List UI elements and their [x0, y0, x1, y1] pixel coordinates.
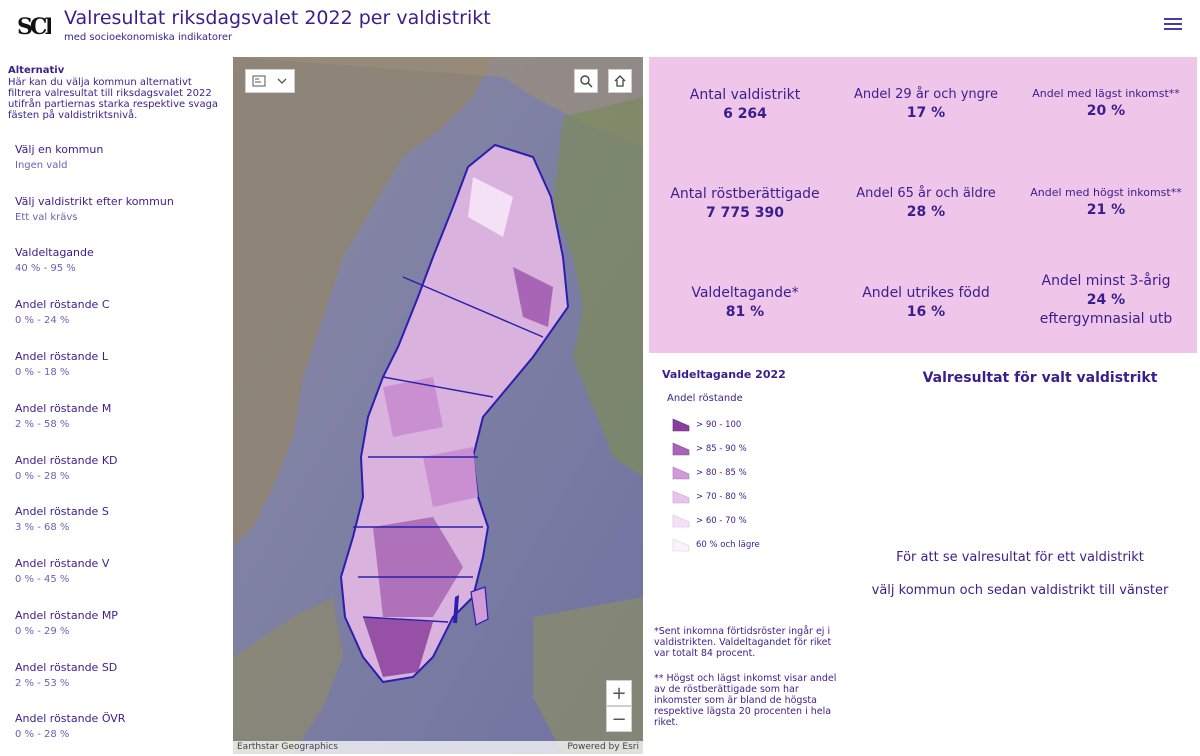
legend-swatch-icon [672, 418, 690, 432]
map-attribution: Earthstar Geographics Powered by Esri [233, 741, 643, 754]
stat-antal-valdistrikt: Antal valdistrikt 6 264 [689, 87, 801, 122]
stat-andel-29: Andel 29 år och yngre 17 % [854, 87, 998, 121]
home-icon [614, 75, 626, 87]
stat-andel-65: Andel 65 år och äldre 28 % [856, 186, 996, 220]
results-message-line1: För att se valresultat för ett valdistri… [896, 550, 1144, 565]
footnotes: *Sent inkomna förtidsröster ingår ej i v… [654, 626, 844, 728]
filter-valdeltagande[interactable]: Valdeltagande 40 % - 95 % [15, 246, 94, 274]
filter-andel-sd[interactable]: Andel röstande SD 2 % - 53 % [15, 661, 118, 689]
page-subtitle: med socioekonomiska indikatorer [64, 32, 233, 43]
filter-andel-ovr[interactable]: Andel röstande ÖVR 0 % - 28 % [15, 712, 126, 740]
legend-item: > 60 - 70 % [672, 513, 747, 529]
legend-item: 60 % och lägre [672, 537, 760, 553]
svg-text:SCB: SCB [17, 14, 51, 40]
legend-swatch-icon [672, 490, 690, 504]
zoom-out-button[interactable]: − [606, 706, 632, 732]
map-view[interactable]: + − Earthstar Geographics Powered by Esr… [233, 57, 643, 754]
legend-item: > 70 - 80 % [672, 489, 747, 505]
stat-utrikes-fodd: Andel utrikes född 16 % [862, 285, 990, 320]
app-header: SCB Valresultat riksdagsvalet 2022 per v… [0, 0, 1200, 54]
sweden-map-graphic [233, 57, 643, 754]
stat-eftergymnasial: Andel minst 3-årig 24 % eftergymnasial utb [1039, 273, 1173, 327]
filter-andel-kd[interactable]: Andel röstande KD 0 % - 28 % [15, 454, 118, 482]
map-legend: Valdeltagande 2022 Andel röstande > 90 -… [654, 368, 844, 568]
sidebar-title: Alternativ [8, 65, 65, 76]
page-title: Valresultat riksdagsvalet 2022 per valdi… [64, 7, 491, 29]
legend-item: > 80 - 85 % [672, 465, 747, 481]
stat-antal-rostberattigade: Antal röstberättigade 7 775 390 [670, 186, 820, 221]
results-title: Valresultat för valt valdistrikt [922, 370, 1158, 386]
filter-kommun[interactable]: Välj en kommun Ingen vald [15, 143, 104, 171]
footnote-valdeltagande: *Sent inkomna förtidsröster ingår ej i v… [654, 626, 832, 659]
filter-sidebar: Alternativ Här kan du välja kommun alter… [0, 58, 232, 756]
legend-swatch-icon [672, 466, 690, 480]
filter-andel-mp[interactable]: Andel röstande MP 0 % - 29 % [15, 609, 118, 637]
home-button[interactable] [608, 69, 632, 93]
chevron-down-icon [277, 78, 287, 84]
stat-hogst-inkomst: Andel med högst inkomst** 21 % [1030, 186, 1182, 218]
legend-swatch-icon [672, 538, 690, 552]
legend-item: > 90 - 100 [672, 417, 741, 433]
results-message-line2: välj kommun och sedan valdistrikt till v… [871, 583, 1169, 598]
search-button[interactable] [574, 69, 598, 93]
legend-swatch-icon [672, 514, 690, 528]
legend-title: Valdeltagande 2022 [662, 368, 786, 381]
search-icon [580, 75, 593, 88]
legend-item: > 85 - 90 % [672, 441, 747, 457]
sidebar-intro-text: Här kan du välja kommun alternativt filt… [8, 77, 219, 121]
stats-panel: Antal valdistrikt 6 264 Andel 29 år och y… [649, 57, 1197, 353]
footnote-inkomst: ** Högst och lägst inkomst visar andel a… [654, 673, 837, 728]
attribution-source: Earthstar Geographics [237, 742, 338, 752]
zoom-in-button[interactable]: + [606, 680, 632, 706]
hamburger-menu-icon[interactable] [1164, 15, 1182, 33]
layer-list-button[interactable] [245, 69, 295, 93]
filter-valdistrikt[interactable]: Välj valdistrikt efter kommun Ett val krä… [15, 195, 174, 223]
stat-valdeltagande: Valdeltagande* 81 % [691, 285, 799, 320]
legend-swatch-icon [672, 442, 690, 456]
layers-icon [252, 75, 266, 87]
legend-subtitle: Andel röstande [667, 393, 743, 404]
stat-lagst-inkomst: Andel med lägst inkomst** 20 % [1032, 87, 1180, 119]
attribution-esri[interactable]: Powered by Esri [567, 742, 639, 752]
scb-logo-icon: SCB [17, 14, 51, 40]
